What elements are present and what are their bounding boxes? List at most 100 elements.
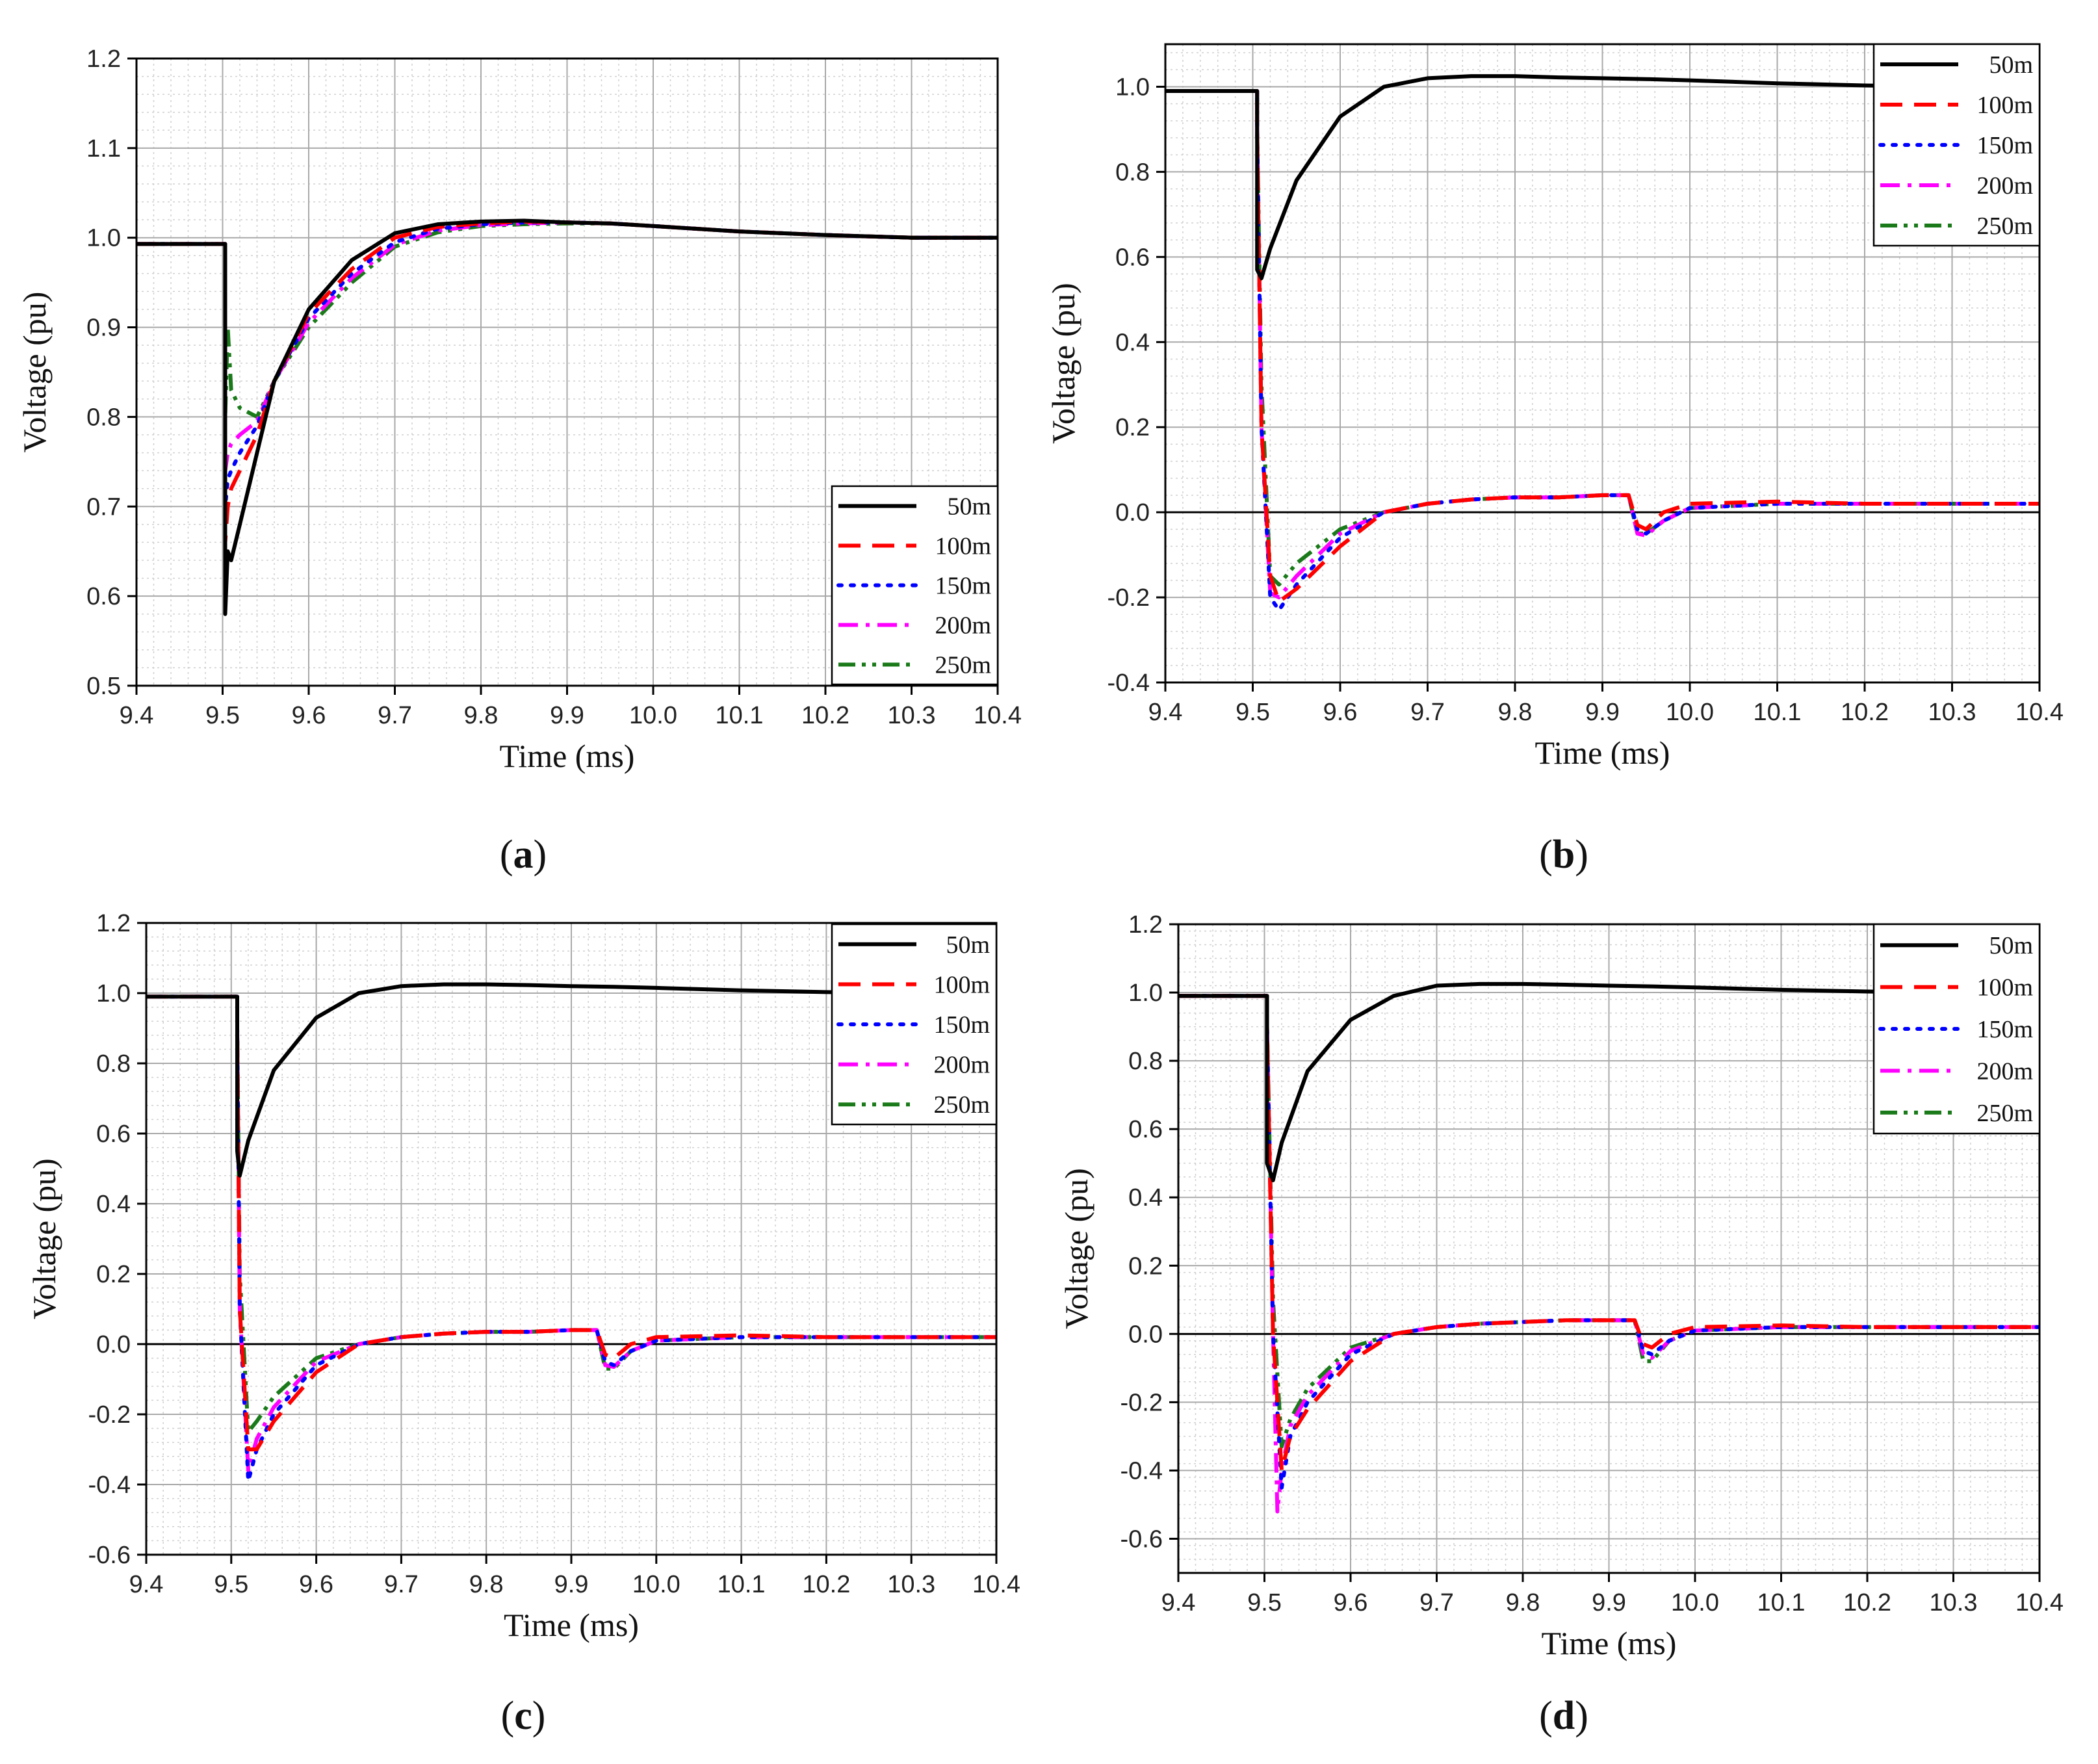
x-tick-label: 9.9 [550,702,584,729]
y-tick-label: 0.6 [1115,244,1150,271]
series-line-50m [1165,74,2040,281]
legend: 50m 100m 150m 200m 250m [831,485,999,686]
y-tick-label: 0.0 [1115,499,1150,526]
y-tick-label: 0.9 [86,315,121,342]
y-tick-label: 0.4 [1115,329,1150,356]
x-tick-label: 9.4 [120,702,154,729]
legend-label-200m: 200m [1976,1057,2033,1085]
x-tick-label: 10.1 [1757,1589,1806,1616]
legend: 50m 100m 150m 200m 250m [1872,43,2041,247]
x-axis-title: Time (ms) [504,1607,639,1643]
x-tick-label: 9.6 [292,702,326,729]
series-line-50m [146,982,996,1178]
y-tick-label: 1.2 [86,45,121,73]
panel-caption: (c) [501,1694,546,1738]
y-tick-label: 0.0 [1128,1321,1163,1348]
x-tick-label: 9.5 [214,1571,248,1598]
legend-label-150m: 150m [1976,132,2033,159]
series-group [146,982,996,1483]
legend-label-150m: 150m [933,1011,990,1039]
x-tick-label: 9.7 [1410,699,1445,726]
x-tick-label: 10.0 [1671,1589,1719,1616]
x-tick-label: 9.9 [1592,1589,1626,1616]
x-tick-label: 10.3 [1928,699,1976,726]
x-tick-label: 9.4 [129,1571,164,1598]
y-tick-label: -0.2 [1107,584,1150,612]
x-tick-label: 10.0 [632,1571,680,1598]
y-tick-label: 1.0 [86,225,121,252]
x-tick-label: 10.4 [2015,699,2064,726]
x-tick-label: 9.8 [1506,1589,1540,1616]
x-tick-label: 9.8 [469,1571,504,1598]
y-tick-label: 0.6 [96,1121,131,1148]
y-tick-label: -0.2 [1120,1389,1163,1416]
x-tick-label: 10.0 [629,702,677,729]
x-axis-title: Time (ms) [1535,734,1670,771]
legend: 50m 100m 150m 200m 250m [831,923,998,1126]
legend-label-50m: 50m [946,931,990,959]
legend-label-200m: 200m [1976,172,2033,200]
x-tick-label: 10.2 [1843,1589,1891,1616]
panel-caption: (b) [1539,833,1588,877]
x-tick-label: 10.2 [1841,699,1889,726]
legend-label-100m: 100m [935,533,991,560]
x-tick-label: 10.2 [801,702,849,729]
x-tick-label: 10.3 [888,702,936,729]
x-tick-label: 10.1 [716,702,764,729]
chart-panel-c: 9.4 9.5 9.6 9.7 9.8 9.9 10.0 10.1 10.2 10.3 10.4 -0… [26,910,1020,1738]
y-tick-label: 0.5 [86,673,121,700]
x-tick-label: 9.7 [384,1571,419,1598]
y-tick-label: -0.4 [1120,1457,1163,1485]
x-tick-label: 10.0 [1666,699,1714,726]
legend-label-100m: 100m [1976,92,2033,119]
series-group [136,218,998,616]
series-line-150m [1178,994,2040,1490]
series-line-50m [136,218,998,616]
x-tick-label: 10.2 [802,1571,850,1598]
chart-panel-b: 9.4 9.5 9.6 9.7 9.8 9.9 10.0 10.1 10.2 10.3 10.4 -0… [1045,43,2064,877]
y-tick-label: -0.6 [88,1542,131,1569]
y-tick-label: 1.1 [86,135,121,162]
y-tick-label: 0.4 [1128,1184,1163,1212]
series-line-100m [1165,89,2040,604]
x-tick-label: 9.9 [1585,699,1620,726]
x-tick-label: 9.7 [1419,1589,1454,1616]
x-axis-title: Time (ms) [500,738,635,774]
legend-label-50m: 50m [947,493,991,521]
y-tick-label: 0.7 [86,493,121,521]
legend-label-250m: 250m [935,652,991,679]
legend-box [1872,43,2041,247]
y-tick-label: 1.0 [96,980,131,1007]
y-tick-label: 1.2 [1128,911,1163,939]
y-tick-label: -0.6 [1120,1525,1163,1553]
y-tick-label: 0.4 [96,1191,131,1218]
x-tick-label: 10.3 [1930,1589,1978,1616]
legend-label-150m: 150m [1976,1016,2033,1043]
y-axis-title: Voltage (pu) [26,1158,62,1319]
y-tick-label: 1.2 [96,910,131,937]
x-tick-label: 9.5 [205,702,240,729]
y-tick-label: 0.8 [1128,1048,1163,1075]
chart-panel-d: 9.4 9.5 9.6 9.7 9.8 9.9 10.0 10.1 10.2 10.3 10.4 -0… [1058,911,2064,1738]
series-group [1165,74,2040,612]
legend-label-250m: 250m [1976,213,2033,240]
x-axis-title: Time (ms) [1542,1625,1677,1661]
legend-label-150m: 150m [935,573,991,600]
x-tick-label: 10.1 [718,1571,766,1598]
y-tick-label: -0.4 [1107,669,1150,697]
x-tick-label: 10.3 [887,1571,935,1598]
legend: 50m 100m 150m 200m 250m [1872,923,2041,1135]
x-tick-label: 9.9 [554,1571,589,1598]
y-tick-label: 0.6 [86,583,121,610]
x-tick-label: 10.4 [2015,1589,2064,1616]
legend-label-50m: 50m [1989,932,2033,959]
panel-caption: (d) [1539,1694,1588,1738]
chart-panel-a: 9.4 9.5 9.6 9.7 9.8 9.9 10.0 10.1 10.2 10.3 10.4 0.… [16,45,1022,877]
y-tick-label: 0.2 [96,1261,131,1288]
y-tick-label: -0.4 [88,1472,131,1499]
x-tick-label: 9.6 [1323,699,1358,726]
series-line-100m [1178,994,2040,1473]
x-tick-label: 9.7 [378,702,412,729]
panel-letter: a [513,833,534,877]
